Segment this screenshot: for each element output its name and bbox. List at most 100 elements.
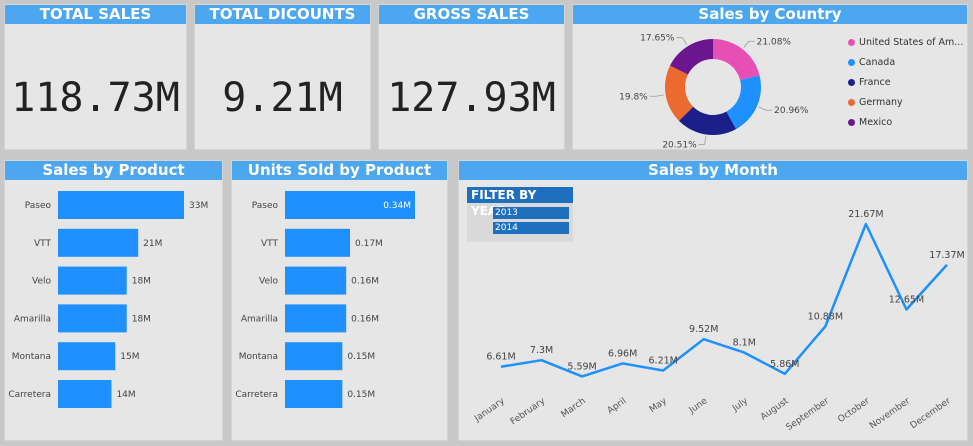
line-data-label: 21.67M	[848, 209, 883, 220]
line-data-label: 8.1M	[733, 338, 756, 349]
x-axis-tick-label: March	[560, 396, 588, 420]
units-sold-by-product-chart: Paseo 0.34M VTT 0.17M Velo 0.16M Amarilla 0.16M…	[235, 191, 415, 408]
x-axis-tick-label: February	[509, 396, 548, 427]
bar-amarilla	[285, 304, 347, 333]
donut-data-label: 20.96%	[774, 106, 809, 116]
bar-velo	[58, 266, 127, 295]
filter-option-2014[interactable]: 2014	[493, 222, 569, 234]
bar-data-label: 33M	[189, 201, 208, 211]
bar-category-label: Carretera	[235, 390, 278, 400]
donut-data-label: 19.8%	[619, 92, 648, 102]
legend-label: France	[859, 76, 891, 88]
bar-carretera	[285, 380, 343, 408]
sales-by-month-card: Sales by Month 6.61M January 7.3M February 5…	[458, 160, 968, 441]
bar-data-label: 0.34M	[383, 201, 411, 211]
line-data-label: 10.88M	[808, 311, 843, 322]
filter-option-2013[interactable]: 2013	[493, 207, 569, 219]
bar-category-label: Amarilla	[14, 314, 51, 324]
x-axis-tick-label: October	[836, 396, 871, 425]
bar-montana	[58, 342, 116, 371]
donut-leader-line	[758, 106, 773, 111]
sales-by-month-chart: 6.61M January 7.3M February 5.59M March 6.96M A…	[472, 209, 964, 433]
bar-category-label: Montana	[12, 352, 51, 362]
legend-color-dot	[848, 38, 855, 46]
sales-by-country-card: Sales by Country 21.08% 20.96% 20.51% 19.8%…	[572, 4, 968, 150]
bar-category-label: VTT	[261, 239, 278, 249]
donut-data-label: 17.65%	[640, 34, 675, 44]
bar-category-label: VTT	[34, 239, 51, 249]
legend-item-france: France	[848, 72, 963, 92]
bar-data-label: 0.15M	[347, 390, 375, 400]
bar-category-label: Paseo	[252, 201, 279, 211]
x-axis-tick-label: January	[472, 396, 507, 425]
bar-data-label: 0.16M	[351, 277, 379, 287]
bar-data-label: 18M	[132, 277, 151, 287]
line-data-label: 5.86M	[770, 359, 799, 370]
x-axis-tick-label: August	[759, 396, 791, 423]
bar-data-label: 14M	[116, 390, 135, 400]
bar-paseo	[285, 191, 415, 219]
sales-by-country-chart: 21.08% 20.96% 20.51% 19.8% 17.65%	[619, 34, 809, 151]
donut-leader-line	[743, 40, 755, 48]
x-axis-tick-label: April	[606, 396, 629, 416]
bar-data-label: 21M	[143, 239, 162, 249]
bar-data-label: 0.15M	[347, 352, 375, 362]
line-data-label: 6.21M	[649, 356, 678, 367]
donut-slice-france	[678, 106, 737, 135]
kpi-total-discounts-value: 9.21M	[222, 75, 343, 121]
donut-slice-mexico	[670, 39, 713, 75]
sales-by-country-legend: United States of Am... Canada France German…	[848, 32, 963, 132]
bar-amarilla	[58, 304, 127, 333]
donut-leader-line	[676, 37, 688, 45]
bar-data-label: 0.16M	[351, 314, 379, 324]
legend-item-canada: Canada	[848, 52, 963, 72]
legend-color-dot	[848, 118, 855, 126]
x-axis-tick-label: May	[648, 396, 670, 415]
kpi-gross-sales-title: GROSS SALES	[379, 5, 564, 24]
legend-label: Mexico	[859, 116, 893, 128]
line-data-label: 7.3M	[530, 345, 553, 356]
legend-label: Canada	[859, 56, 896, 68]
filter-by-year-slicer: FILTER BY YEAR 2013 2014	[467, 187, 573, 242]
bar-category-label: Montana	[239, 352, 278, 362]
donut-data-label: 21.08%	[757, 37, 792, 47]
donut-leader-line	[649, 94, 664, 97]
line-data-label: 5.59M	[567, 361, 596, 372]
sales-by-product-title: Sales by Product	[5, 161, 222, 180]
legend-item-mexico: Mexico	[848, 112, 963, 132]
legend-item-germany: Germany	[848, 92, 963, 112]
bar-vtt	[58, 228, 139, 257]
sales-by-month-title: Sales by Month	[459, 161, 967, 180]
kpi-total-discounts-title: TOTAL DICOUNTS	[195, 5, 370, 24]
sales-by-product-card: Sales by Product Paseo 33M VTT 21M Velo 18M Am…	[4, 160, 223, 441]
bar-category-label: Carretera	[8, 390, 51, 400]
kpi-total-sales-title: TOTAL SALES	[5, 5, 186, 24]
bar-data-label: 15M	[120, 352, 139, 362]
bar-montana	[285, 342, 343, 371]
bar-category-label: Velo	[32, 277, 51, 287]
bar-data-label: 18M	[132, 314, 151, 324]
bar-data-label: 0.17M	[355, 239, 383, 249]
units-sold-by-product-title: Units Sold by Product	[232, 161, 447, 180]
kpi-gross-sales-card: GROSS SALES 127.93M	[378, 4, 565, 150]
x-axis-tick-label: December	[909, 396, 953, 431]
kpi-gross-sales-value: 127.93M	[387, 75, 556, 121]
bar-velo	[285, 266, 347, 295]
legend-color-dot	[848, 98, 855, 106]
filter-by-year-title: FILTER BY YEAR	[467, 187, 573, 218]
bar-vtt	[285, 228, 350, 257]
donut-slice-canada	[726, 75, 761, 130]
kpi-total-sales-card: TOTAL SALES 118.73M	[4, 4, 187, 150]
line-data-label: 6.61M	[486, 352, 515, 363]
kpi-total-sales-value: 118.73M	[11, 75, 180, 121]
legend-color-dot	[848, 58, 855, 66]
donut-leader-line	[698, 136, 707, 145]
donut-slice-germany	[665, 65, 694, 121]
bar-category-label: Paseo	[25, 201, 52, 211]
bar-carretera	[58, 380, 112, 408]
x-axis-tick-label: September	[785, 396, 832, 433]
kpi-total-discounts-card: TOTAL DICOUNTS 9.21M	[194, 4, 371, 150]
line-data-label: 9.52M	[689, 324, 718, 335]
x-axis-tick-label: November	[868, 396, 912, 431]
line-data-label: 12.65M	[889, 294, 924, 305]
